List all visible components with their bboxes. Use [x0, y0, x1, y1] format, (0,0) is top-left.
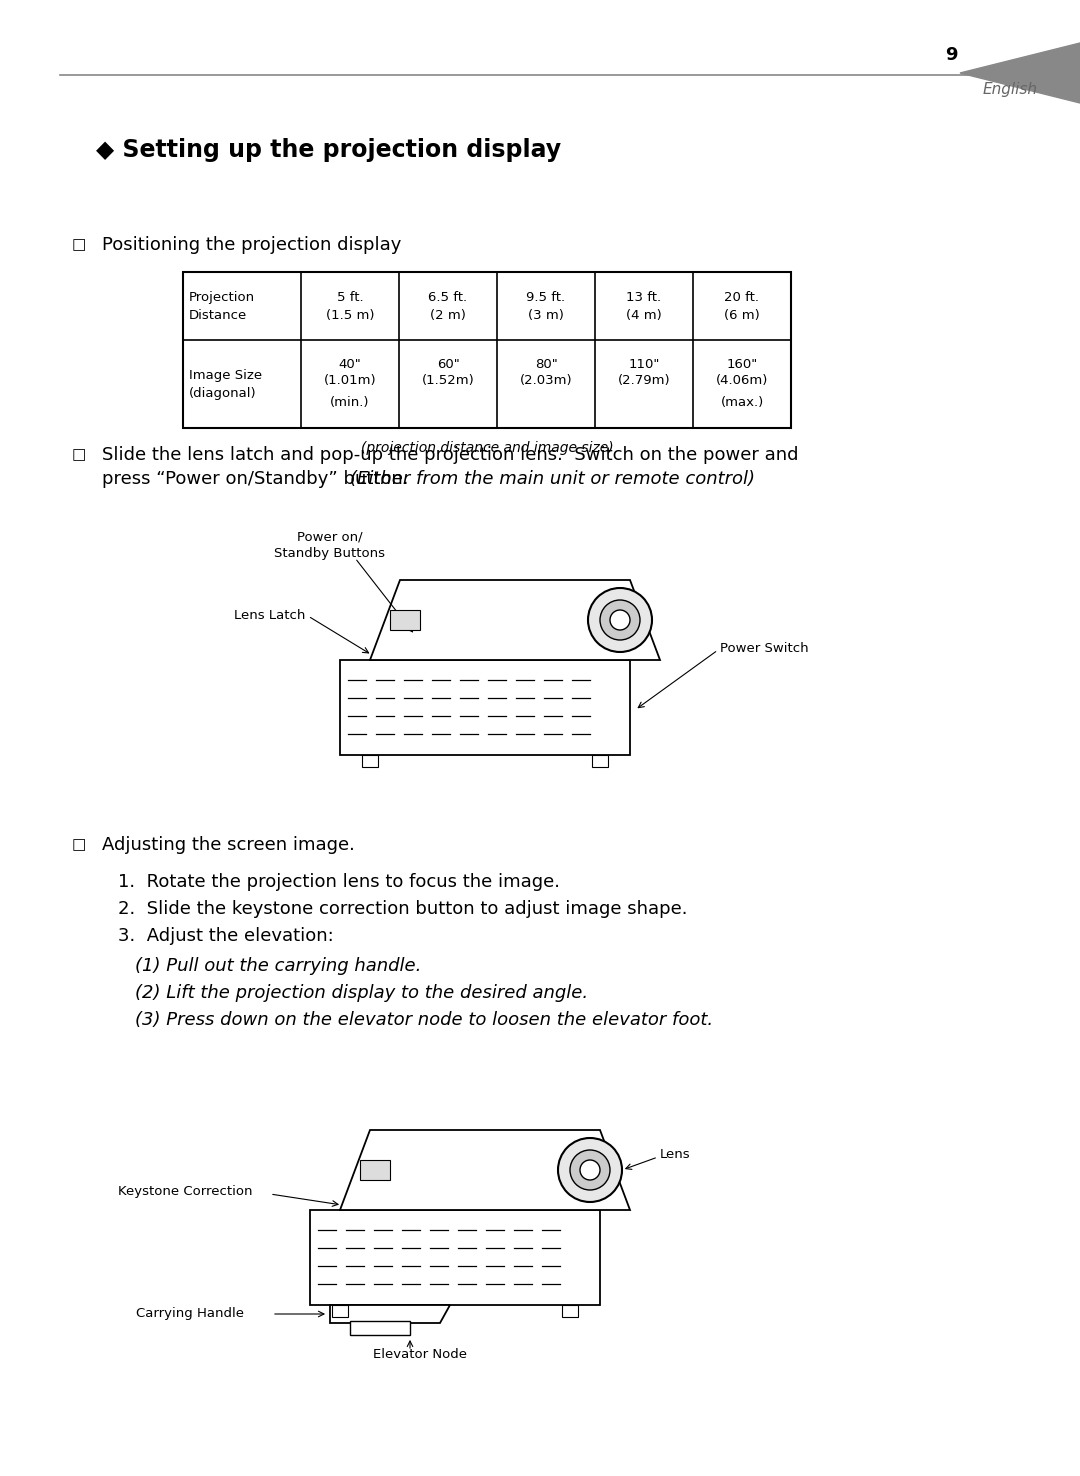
- Text: 3.  Adjust the elevation:: 3. Adjust the elevation:: [118, 927, 334, 945]
- Text: ◆ Setting up the projection display: ◆ Setting up the projection display: [96, 137, 562, 162]
- Polygon shape: [370, 580, 660, 660]
- Bar: [390, 610, 420, 630]
- Text: (max.): (max.): [720, 396, 764, 409]
- Polygon shape: [340, 1131, 630, 1210]
- Text: Keystone Correction: Keystone Correction: [118, 1185, 253, 1199]
- Bar: [360, 1160, 390, 1179]
- Text: 20 ft.
(6 m): 20 ft. (6 m): [724, 291, 760, 322]
- Text: (1.01m): (1.01m): [324, 373, 376, 387]
- Text: Positioning the projection display: Positioning the projection display: [102, 236, 402, 254]
- Text: Lens: Lens: [660, 1148, 690, 1162]
- Circle shape: [610, 610, 630, 630]
- Text: (2.79m): (2.79m): [618, 373, 671, 387]
- Text: 9: 9: [945, 46, 958, 63]
- Polygon shape: [960, 43, 1080, 103]
- Text: 80": 80": [535, 359, 557, 370]
- Text: Image Size
(diagonal): Image Size (diagonal): [189, 369, 262, 400]
- Text: Elevator Node: Elevator Node: [373, 1349, 467, 1361]
- Text: 6.5 ft.
(2 m): 6.5 ft. (2 m): [429, 291, 468, 322]
- Text: 60": 60": [436, 359, 459, 370]
- Text: 40": 40": [339, 359, 362, 370]
- Text: press “Power on/Standby” button.: press “Power on/Standby” button.: [102, 469, 415, 489]
- Circle shape: [570, 1150, 610, 1190]
- Text: (2) Lift the projection display to the desired angle.: (2) Lift the projection display to the d…: [135, 984, 589, 1002]
- Bar: [362, 756, 378, 768]
- Circle shape: [558, 1138, 622, 1201]
- Text: (projection distance and image size): (projection distance and image size): [361, 441, 613, 455]
- Text: Projection
Distance: Projection Distance: [189, 291, 255, 322]
- Text: (2.03m): (2.03m): [519, 373, 572, 387]
- Text: 1.  Rotate the projection lens to focus the image.: 1. Rotate the projection lens to focus t…: [118, 872, 561, 892]
- Text: (1) Pull out the carrying handle.: (1) Pull out the carrying handle.: [135, 956, 421, 976]
- Text: English: English: [983, 81, 1038, 96]
- Bar: [310, 1210, 600, 1305]
- Bar: [183, 272, 791, 428]
- Bar: [592, 756, 608, 768]
- Text: 13 ft.
(4 m): 13 ft. (4 m): [626, 291, 662, 322]
- Text: 110": 110": [629, 359, 660, 370]
- Text: 9.5 ft.
(3 m): 9.5 ft. (3 m): [526, 291, 566, 322]
- Circle shape: [600, 601, 640, 641]
- Text: □: □: [72, 238, 86, 252]
- Bar: [332, 1305, 348, 1317]
- Bar: [340, 660, 630, 756]
- Text: Carrying Handle: Carrying Handle: [136, 1308, 244, 1321]
- Bar: [350, 1321, 410, 1334]
- Text: (4.06m): (4.06m): [716, 373, 768, 387]
- Text: □: □: [72, 837, 86, 853]
- Text: Lens Latch: Lens Latch: [234, 608, 306, 621]
- Text: Slide the lens latch and pop-up the projection lens.  Switch on the power and: Slide the lens latch and pop-up the proj…: [102, 446, 798, 463]
- Text: □: □: [72, 447, 86, 462]
- Text: 5 ft.
(1.5 m): 5 ft. (1.5 m): [326, 291, 375, 322]
- Text: (1.52m): (1.52m): [421, 373, 474, 387]
- Text: Adjusting the screen image.: Adjusting the screen image.: [102, 835, 355, 855]
- Text: (min.): (min.): [330, 396, 369, 409]
- Text: (Either from the main unit or remote control): (Either from the main unit or remote con…: [350, 469, 755, 489]
- Polygon shape: [330, 1305, 450, 1322]
- Circle shape: [588, 587, 652, 652]
- Text: Power Switch: Power Switch: [720, 642, 809, 654]
- Circle shape: [580, 1160, 600, 1179]
- Text: 160": 160": [727, 359, 758, 370]
- Bar: [562, 1305, 578, 1317]
- Text: Power on/
Standby Buttons: Power on/ Standby Buttons: [274, 530, 386, 559]
- Text: 2.  Slide the keystone correction button to adjust image shape.: 2. Slide the keystone correction button …: [118, 900, 688, 918]
- Text: (3) Press down on the elevator node to loosen the elevator foot.: (3) Press down on the elevator node to l…: [135, 1011, 713, 1029]
